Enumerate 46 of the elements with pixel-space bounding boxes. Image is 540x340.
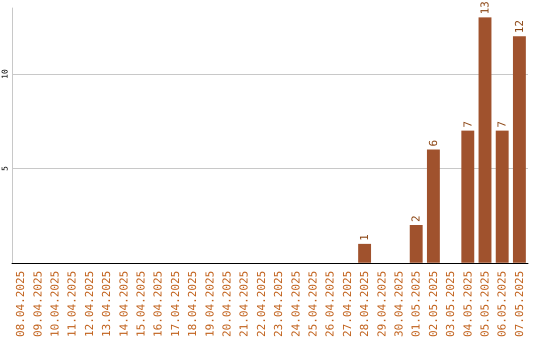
x-tick-label: 09.04.2025 xyxy=(31,270,44,338)
x-tick-label: 28.04.2025 xyxy=(358,270,372,338)
bar xyxy=(478,17,492,263)
bar xyxy=(426,150,440,263)
y-tick-label: 10 xyxy=(0,69,10,79)
data-label: 13 xyxy=(478,1,492,14)
x-tick-label: 24.04.2025 xyxy=(289,270,302,338)
x-tick-label: 10.04.2025 xyxy=(48,270,62,338)
x-tick-label: 30.04.2025 xyxy=(392,270,406,338)
x-tick-label: 03.05.2025 xyxy=(444,270,458,338)
x-tick-label: 29.04.2025 xyxy=(375,270,388,338)
x-tick-label: 13.04.2025 xyxy=(100,270,114,338)
x-tick-label: 07.05.2025 xyxy=(512,270,526,338)
data-label: 7 xyxy=(496,121,509,128)
x-tick-label: 25.04.2025 xyxy=(306,270,320,338)
x-tick-label: 26.04.2025 xyxy=(324,270,337,338)
x-tick-label: 16.04.2025 xyxy=(152,270,165,338)
data-label: 6 xyxy=(426,140,440,147)
bar xyxy=(461,130,474,263)
bar xyxy=(410,225,423,263)
x-tick-label: 12.04.2025 xyxy=(82,270,96,338)
x-tick-label: 15.04.2025 xyxy=(134,270,148,338)
bar xyxy=(496,130,509,263)
x-tick-label: 18.04.2025 xyxy=(186,270,200,338)
x-tick-label: 06.05.2025 xyxy=(496,270,509,338)
data-label: 1 xyxy=(358,234,372,241)
x-tick-label: 08.04.2025 xyxy=(14,270,28,338)
y-tick-label: 5 xyxy=(0,166,10,171)
x-tick-label: 04.05.2025 xyxy=(461,270,474,338)
x-tick-label: 14.04.2025 xyxy=(117,270,130,338)
x-tick-label: 21.04.2025 xyxy=(238,270,251,338)
bar xyxy=(358,244,372,263)
x-tick-label: 27.04.2025 xyxy=(340,270,354,338)
data-label: 12 xyxy=(512,20,526,34)
bar xyxy=(512,36,526,263)
x-tick-label: 22.04.2025 xyxy=(254,270,268,338)
data-label: 2 xyxy=(410,215,423,222)
x-tick-label: 19.04.2025 xyxy=(203,270,216,338)
x-tick-label: 01.05.2025 xyxy=(410,270,423,338)
x-tick-label: 17.04.2025 xyxy=(168,270,182,338)
x-tick-label: 11.04.2025 xyxy=(66,270,79,338)
x-tick-label: 05.05.2025 xyxy=(478,270,492,338)
x-tick-label: 20.04.2025 xyxy=(220,270,234,338)
x-tick-label: 02.05.2025 xyxy=(426,270,440,338)
data-label: 7 xyxy=(461,121,474,128)
x-tick-label: 23.04.2025 xyxy=(272,270,286,338)
